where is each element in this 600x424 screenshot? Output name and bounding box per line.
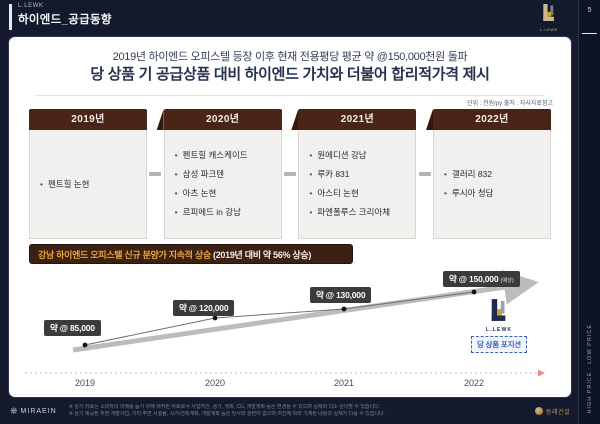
point-label-text: 약 @ 150,000 [449, 274, 499, 284]
point-label-2019: 약 @ 85,000 [44, 320, 101, 336]
miraein-logo: ❋ MIRAEIN [10, 406, 57, 417]
year-box-body: 원에디션 강남루카 831아스티 논현파엔폴루스 크리아체 [298, 130, 417, 239]
year-boxes-row: 2019년 펜트힐 논현 2020년 펜트힐 캐스케이드삼성 파크텐아츠 논현르… [29, 109, 552, 239]
side-strip: 5 HIGH PRICE : LOW PRICE [578, 0, 600, 424]
project-item: 아츠 논현 [175, 184, 275, 203]
partner-brand: 동래건설 [545, 409, 570, 416]
page-title: 하이엔드_공급동향 [18, 14, 112, 26]
year-box-header: 2022년 [433, 109, 552, 130]
project-list: 원에디션 강남루카 831아스티 논현파엔폴루스 크리아체 [309, 146, 409, 222]
data-point-2021 [341, 306, 347, 312]
project-item: 펜트힐 논현 [40, 175, 140, 194]
project-item: 루시아 청담 [444, 184, 544, 203]
year-box-header: 2019년 [29, 109, 147, 130]
banner-highlight: 강남 하이엔드 오피스텔 신규 분양가 지속적 상승 [38, 250, 214, 260]
project-item: 파엔폴루스 크리아체 [309, 203, 409, 222]
point-label-2021: 약 @ 130,000 [310, 287, 372, 303]
year-box-body: 갤러리 832루시아 청담 [433, 130, 552, 239]
product-logo-icon [491, 299, 506, 321]
year-box-2022: 2022년 갤러리 832루시아 청담 [433, 109, 552, 239]
title-divider [35, 95, 545, 96]
partner-logo: 동래건설 [534, 407, 570, 416]
flower-icon: ❋ [10, 405, 18, 416]
year-box-header: 2020년 [163, 109, 282, 130]
brand-label: L.LEWK [18, 3, 44, 9]
headline-subtitle: 2019년 하이엔드 오피스텔 등장 이후 현재 전용평당 평균 약 @150,… [112, 51, 468, 63]
data-point-2019 [82, 342, 88, 348]
point-label-2020: 약 @ 120,000 [173, 300, 235, 316]
project-item: 펜트힐 캐스케이드 [175, 146, 275, 165]
vertical-axis-label: HIGH PRICE : LOW PRICE [586, 324, 593, 414]
banner-note: (2019년 대비 약 56% 상승) [213, 250, 312, 260]
year-box-2021: 2021년 원에디션 강남루카 831아스티 논현파엔폴루스 크리아체 [298, 109, 417, 239]
header-accent-bar [9, 4, 12, 30]
strip-divider [582, 33, 597, 34]
year-box-body: 펜트힐 논현 [29, 130, 147, 239]
axis-year-2022: 2022 [463, 378, 485, 388]
project-list: 펜트힐 캐스케이드삼성 파크텐아츠 논현르피에드 in 강남 [175, 146, 275, 222]
disclaimer-line-1: ※ 상기 자료는 소비자의 이해를 돕기 위해 제작된 자료로서 사업여건, 경… [68, 404, 381, 410]
page-number: 5 [587, 7, 592, 14]
axis-year-2021: 2021 [333, 378, 355, 388]
project-list: 펜트힐 논현 [40, 175, 140, 194]
project-item: 삼성 파크텐 [175, 165, 275, 184]
year-box-2020: 2020년 펜트힐 캐스케이드삼성 파크텐아츠 논현르피에드 in 강남 [163, 109, 282, 239]
axis-year-2020: 2020 [204, 378, 226, 388]
partner-emblem-icon [534, 407, 543, 415]
data-point-2020 [212, 315, 218, 321]
estimate-suffix: (예상) [500, 278, 514, 284]
disclaimers: ※ 상기 자료는 소비자의 이해를 돕기 위해 제작된 자료로서 사업여건, 경… [69, 404, 535, 418]
project-item: 원에디션 강남 [309, 146, 409, 165]
product-annotation: L.LEWK 당 상품 포지션 [464, 299, 534, 353]
point-label-2022: 약 @ 150,000 (예상) [443, 271, 520, 287]
project-item: 르피에드 in 강남 [175, 203, 275, 222]
product-position-badge: 당 상품 포지션 [471, 336, 527, 353]
headline-title: 당 상품 기 공급상품 대비 하이엔드 가치와 더불어 합리적가격 제시 [90, 66, 490, 83]
source-note: 단위 : 천원/py 출처 : 자사자료참고 [467, 101, 553, 107]
header-logo: L.LEWK [538, 4, 560, 32]
brand-logo-icon [543, 4, 554, 21]
axis-year-2019: 2019 [74, 378, 96, 388]
trend-arrow [72, 269, 539, 353]
project-item: 갤러리 832 [444, 165, 544, 184]
brand-logo-caption: L.LEWK [540, 27, 558, 32]
project-list: 갤러리 832루시아 청담 [444, 165, 544, 203]
content-card: 2019년 하이엔드 오피스텔 등장 이후 현재 전용평당 평균 약 @150,… [8, 36, 572, 398]
price-line [84, 291, 475, 346]
year-box-header: 2021년 [298, 109, 417, 130]
trend-banner: 강남 하이엔드 오피스텔 신규 분양가 지속적 상승 (2019년 대비 약 5… [29, 244, 353, 264]
project-item: 아스티 논현 [309, 184, 409, 203]
project-item: 루카 831 [309, 165, 409, 184]
footer: ❋ MIRAEIN ※ 상기 자료는 소비자의 이해를 돕기 위해 제작된 자료… [0, 398, 578, 424]
miraein-brand: MIRAEIN [20, 407, 57, 415]
year-box-2019: 2019년 펜트힐 논현 [29, 109, 147, 239]
header: L.LEWK 하이엔드_공급동향 L.LEWK [0, 0, 578, 34]
product-logo-text: L.LEWK [485, 327, 513, 333]
data-point-2022 [471, 289, 477, 295]
disclaimer-line-2: ※ 상기 제공된 주변 개발사업, 기타 주변 시설물, 시기/건축계획, 개발… [68, 411, 386, 417]
year-box-body: 펜트힐 캐스케이드삼성 파크텐아츠 논현르피에드 in 강남 [163, 130, 282, 239]
